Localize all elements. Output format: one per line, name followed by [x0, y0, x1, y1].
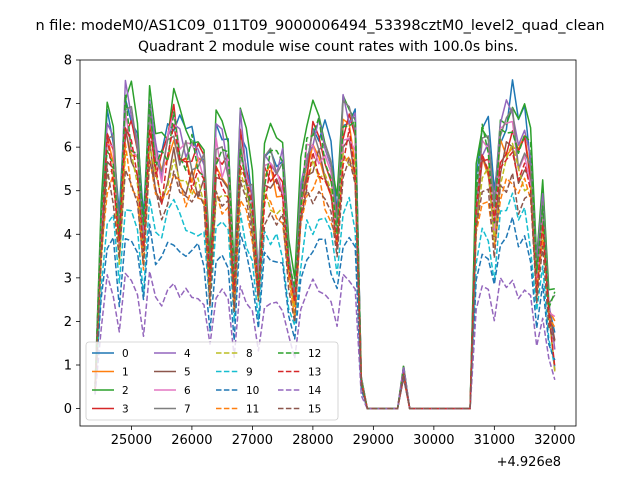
series-line-11	[94, 143, 556, 410]
x-tick-label: 31000	[474, 433, 515, 448]
y-tick-label: 2	[64, 315, 72, 330]
legend-label-9: 9	[246, 367, 253, 379]
legend-box	[85, 341, 339, 421]
series-line-15	[94, 157, 556, 410]
legend-label-5: 5	[184, 367, 191, 379]
x-tick-label: 26000	[171, 433, 212, 448]
x-offset-label: +4.926e8	[497, 455, 561, 470]
x-tick-label: 30000	[413, 433, 454, 448]
legend-label-11: 11	[246, 404, 259, 416]
x-tick-label: 27000	[232, 433, 273, 448]
series-line-14	[94, 270, 556, 410]
legend-label-2: 2	[122, 385, 129, 397]
legend-label-13: 13	[308, 367, 321, 379]
legend-label-0: 0	[122, 348, 129, 360]
chart-title: Quadrant 2 module wise count rates with …	[138, 39, 518, 55]
legend-label-7: 7	[184, 404, 191, 416]
legend-label-15: 15	[308, 404, 321, 416]
x-tick-label: 32000	[534, 433, 575, 448]
y-tick-label: 0	[64, 402, 72, 417]
figure-suptitle: n file: modeM0/AS1C09_011T09_9000006494_…	[35, 18, 604, 34]
y-tick-label: 7	[64, 97, 72, 112]
series-line-8	[94, 142, 556, 410]
series-line-10	[94, 216, 556, 410]
y-tick-label: 6	[64, 141, 72, 156]
legend-label-10: 10	[246, 385, 259, 397]
x-tick-label: 25000	[111, 433, 152, 448]
legend-label-12: 12	[308, 348, 321, 360]
y-tick-label: 8	[64, 54, 72, 69]
y-tick-label: 5	[64, 184, 72, 199]
x-tick-label: 29000	[353, 433, 394, 448]
plot-frame	[79, 59, 577, 427]
series-line-5	[94, 127, 556, 410]
legend-label-14: 14	[308, 385, 322, 397]
series-line-9	[94, 192, 556, 410]
legend-label-4: 4	[184, 348, 191, 360]
series-line-13	[94, 124, 556, 410]
series-line-12	[94, 93, 556, 410]
y-tick-label: 4	[64, 228, 72, 243]
legend-label-1: 1	[122, 367, 129, 379]
y-tick-label: 3	[64, 271, 72, 286]
legend-label-6: 6	[184, 385, 191, 397]
legend-label-8: 8	[246, 348, 253, 360]
y-tick-label: 1	[64, 359, 72, 374]
x-tick-label: 28000	[292, 433, 333, 448]
legend-label-3: 3	[122, 404, 129, 416]
